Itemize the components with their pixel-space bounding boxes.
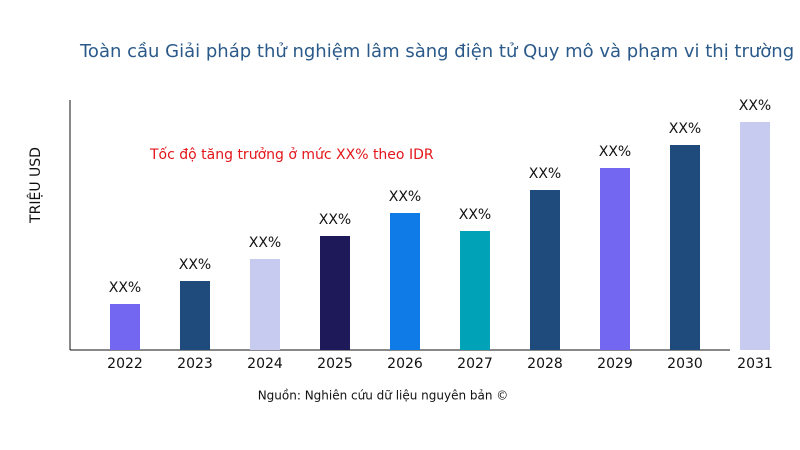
annotation: Tốc độ tăng trưởng ở mức XX% theo IDR [149, 146, 434, 163]
x-tick-label: 2022 [107, 356, 143, 372]
value-label: XX% [739, 98, 771, 114]
x-tick-label: 2024 [247, 356, 283, 372]
value-label: XX% [389, 189, 421, 205]
x-tick-label: 2027 [457, 356, 493, 372]
bar [600, 168, 630, 350]
x-tick-label: 2029 [597, 356, 633, 372]
bar [740, 122, 770, 350]
x-tick-label: 2025 [317, 356, 353, 372]
bar [250, 259, 280, 350]
bar [460, 231, 490, 350]
bar [670, 145, 700, 350]
y-axis-label: TRIỆU USD [26, 147, 44, 224]
value-label: XX% [599, 144, 631, 160]
x-tick-label: 2031 [737, 356, 773, 372]
chart-title: Toàn cầu Giải pháp thử nghiệm lâm sàng đ… [79, 41, 794, 62]
value-label: XX% [179, 257, 211, 273]
bar [320, 236, 350, 350]
value-label: XX% [249, 235, 281, 251]
x-tick-label: 2028 [527, 356, 563, 372]
x-tick-label: 2026 [387, 356, 423, 372]
bar [390, 213, 420, 350]
x-tick-label: 2023 [177, 356, 213, 372]
source: Nguồn: Nghiên cứu dữ liệu nguyên bản © [258, 389, 509, 403]
value-label: XX% [109, 280, 141, 296]
bar [530, 190, 560, 350]
value-label: XX% [529, 166, 561, 182]
value-label: XX% [319, 212, 351, 228]
bar [110, 304, 140, 350]
x-tick-label: 2030 [667, 356, 703, 372]
value-label: XX% [669, 121, 701, 137]
bar [180, 281, 210, 350]
value-label: XX% [459, 207, 491, 223]
